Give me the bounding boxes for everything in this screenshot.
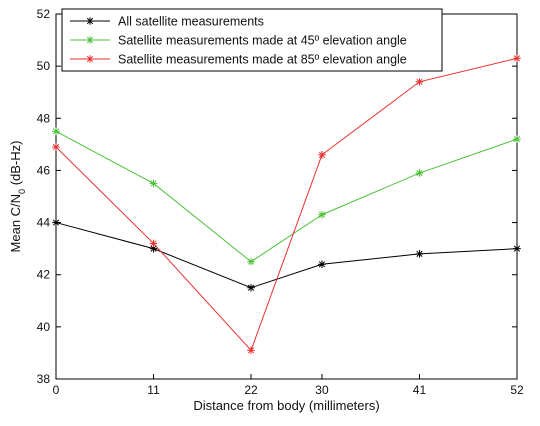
x-tick-label: 22 [244,383,258,397]
legend-swatch-marker [86,36,94,44]
y-axis-title: Mean C/N0 (dB-Hz) [8,141,27,253]
data-point-s2-1 [149,239,158,248]
legend: All satellite measurements Satellite meas… [61,8,443,72]
data-point-s0-5 [513,244,521,253]
data-point-s0-3 [318,260,326,269]
y-tick-label: 40 [37,320,51,334]
data-point-s0-0 [52,218,60,227]
legend-item-0: All satellite measurements [70,15,264,29]
data-point-s1-0 [52,127,60,136]
y-tick-label: 46 [37,163,51,177]
series-layer [52,54,521,355]
data-point-s2-0 [52,143,60,151]
x-tick-label: 0 [53,383,60,397]
y-tick-label: 42 [37,268,51,282]
series-line-1 [55,130,518,263]
series-2 [52,54,521,355]
y-tick-label: 48 [37,111,51,125]
series-line-2 [55,57,518,352]
series-1 [52,127,521,266]
series-line-0 [55,222,518,289]
legend-box [61,8,443,72]
legend-swatch-marker [86,55,94,63]
legend-item-1: Satellite measurements made at 45º eleva… [70,34,407,48]
y-tick-label: 38 [37,372,51,386]
legend-item-2: Satellite measurements made at 85º eleva… [70,53,407,67]
legend-label: All satellite measurements [118,15,264,29]
legend-label: Satellite measurements made at 85º eleva… [118,53,407,67]
data-point-s0-4 [415,250,424,258]
data-point-s1-3 [318,210,326,219]
legend-swatch-marker [86,17,94,25]
y-axis-title-main: Mean C/N [8,194,23,253]
data-point-s2-5 [513,54,521,63]
series-0 [52,218,521,292]
legend-label: Satellite measurements made at 45º eleva… [118,34,407,48]
y-tick-label: 52 [37,7,51,21]
data-point-s1-2 [247,257,255,266]
x-tick-label: 11 [147,383,160,397]
x-tick-label: 30 [315,383,329,397]
axes-layer: 38 40 42 44 46 48 50 52 0 11 22 30 41 52 Distance from… [8,7,524,413]
x-tick-label: 41 [413,383,427,397]
y-axis-title-unit: (dB-Hz) [8,141,23,189]
data-point-s1-5 [513,135,521,143]
data-point-s1-1 [149,179,158,188]
data-point-s2-2 [247,346,255,355]
data-point-s2-3 [318,150,326,159]
y-tick-label: 50 [37,59,51,73]
x-axis-title: Distance from body (millimeters) [193,398,379,413]
data-point-s1-4 [415,169,424,177]
data-point-s2-4 [415,77,424,86]
x-tick-label: 52 [510,383,524,397]
y-tick-label: 44 [37,216,51,230]
data-point-s0-2 [247,283,255,292]
y-axis-title-subscript: 0 [17,189,27,194]
